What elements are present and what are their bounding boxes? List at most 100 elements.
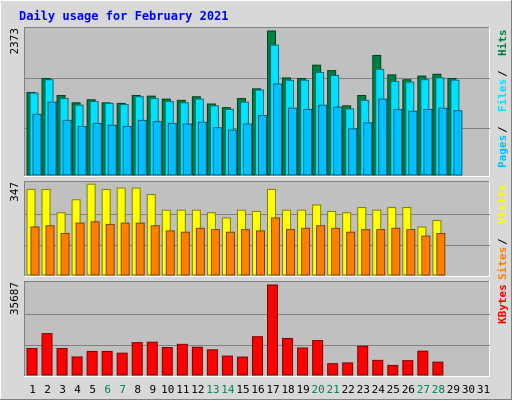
legend-entry: Files: [496, 79, 509, 112]
legend-entry: Pages: [496, 135, 509, 168]
bar-kbytes-day-17: [267, 284, 279, 376]
bar-sites-day-1: [30, 226, 40, 276]
legend-hits-files-pages: Pages / Files / Hits: [496, 30, 509, 169]
x-tick-label-day-10: 10: [161, 383, 174, 396]
bar-sites-day-13: [210, 229, 220, 276]
bar-pages-day-28: [438, 107, 448, 176]
legend-separator: /: [496, 70, 509, 77]
bar-pages-day-21: [333, 106, 343, 176]
bar-sites-day-26: [406, 229, 416, 276]
bar-sites-day-11: [180, 231, 190, 276]
chart-title: Daily usage for February 2021: [19, 9, 229, 23]
x-tick-label-day-7: 7: [119, 383, 126, 396]
x-tick-label-day-13: 13: [206, 383, 219, 396]
bar-kbytes-day-8: [131, 342, 143, 376]
bar-pages-day-16: [257, 115, 267, 176]
bar-pages-day-26: [408, 110, 418, 176]
bar-sites-day-6: [105, 223, 115, 276]
bar-kbytes-day-18: [282, 337, 294, 376]
x-tick-label-day-28: 28: [432, 383, 445, 396]
bar-sites-day-18: [286, 229, 296, 276]
x-tick-label-day-20: 20: [312, 383, 325, 396]
bar-pages-day-25: [393, 108, 403, 176]
x-tick-label-day-31: 31: [477, 383, 490, 396]
x-tick-label-day-9: 9: [149, 383, 156, 396]
bar-sites-day-5: [90, 221, 100, 276]
legend-entry: KBytes: [496, 284, 509, 324]
bar-sites-day-21: [331, 227, 341, 276]
bar-sites-day-8: [135, 222, 145, 276]
legend-entry: Sites: [496, 247, 509, 280]
x-tick-label-day-6: 6: [104, 383, 111, 396]
bar-kbytes-day-26: [402, 360, 414, 376]
bar-pages-day-27: [423, 108, 433, 176]
bar-sites-day-25: [391, 227, 401, 276]
x-tick-label-day-15: 15: [236, 383, 249, 396]
x-tick-label-day-11: 11: [176, 383, 189, 396]
bar-kbytes-day-28: [432, 361, 444, 376]
bar-kbytes-day-10: [161, 347, 173, 376]
bar-sites-day-27: [421, 235, 431, 276]
bar-pages-day-17: [273, 83, 283, 176]
bars-sites-visits: [26, 183, 446, 276]
bar-kbytes-day-6: [101, 350, 113, 376]
legend-entry: Visits: [496, 184, 509, 224]
bar-sites-day-20: [316, 225, 326, 276]
x-tick-label-day-22: 22: [342, 383, 355, 396]
legend-separator: /: [496, 126, 509, 133]
bar-sites-day-16: [255, 230, 265, 276]
bar-sites-day-3: [60, 233, 70, 276]
bar-sites-day-15: [240, 229, 250, 276]
bar-kbytes-day-24: [372, 359, 384, 376]
bar-sites-day-23: [361, 229, 371, 276]
bar-kbytes-day-22: [342, 362, 354, 376]
bar-kbytes-day-16: [251, 336, 263, 376]
bar-sites-day-9: [150, 225, 160, 276]
bar-pages-day-4: [77, 125, 87, 176]
x-axis-day-labels: 1 2 3 4 5 6 7 8 9 10 11 12 13 14 15 16 17 18 19 20 21 22 23 24 2…: [29, 383, 490, 396]
x-tick-label-day-25: 25: [387, 383, 400, 396]
legend-separator: /: [496, 238, 509, 245]
x-tick-label-day-17: 17: [266, 383, 279, 396]
panel-sites-visits: 347 Sites / Visits: [8, 181, 509, 280]
y-axis-max-label: 347: [8, 182, 21, 202]
bar-sites-day-19: [301, 227, 311, 276]
bar-kbytes-day-11: [176, 343, 188, 376]
bars-hits-files-pages: [26, 30, 463, 176]
bar-sites-day-28: [436, 233, 446, 276]
legend-sites-visits: Sites / Visits: [496, 184, 509, 280]
legend-entry: Hits: [496, 30, 509, 57]
bar-kbytes-day-25: [387, 364, 399, 376]
x-tick-label-day-27: 27: [417, 383, 430, 396]
bar-kbytes-day-23: [357, 345, 369, 376]
bar-sites-day-7: [120, 222, 130, 276]
x-tick-label-day-14: 14: [221, 383, 235, 396]
x-tick-label-day-30: 30: [462, 383, 475, 396]
chart-panels: 2373 Pages / Files / Hits 347 Sites / Visit…: [8, 27, 509, 377]
x-tick-label-day-12: 12: [191, 383, 204, 396]
panel-kbytes: 35687 KBytes: [8, 281, 509, 377]
x-tick-label-day-21: 21: [327, 383, 340, 396]
bar-sites-day-24: [376, 229, 386, 276]
x-tick-label-day-5: 5: [89, 383, 96, 396]
bar-sites-day-4: [75, 222, 85, 276]
x-tick-label-day-29: 29: [447, 383, 460, 396]
bar-kbytes-day-9: [146, 341, 158, 376]
x-tick-label-day-16: 16: [251, 383, 264, 396]
bar-sites-day-17: [271, 217, 281, 276]
x-tick-label-day-8: 8: [134, 383, 141, 396]
bar-pages-day-12: [197, 121, 207, 176]
bar-kbytes-day-21: [327, 363, 339, 376]
bar-kbytes-day-4: [71, 356, 83, 376]
x-tick-label-day-4: 4: [74, 383, 81, 396]
bar-pages-day-23: [363, 122, 373, 176]
x-tick-label-day-1: 1: [29, 383, 36, 396]
bar-pages-day-11: [182, 123, 192, 176]
x-tick-label-day-24: 24: [372, 383, 386, 396]
bar-pages-day-2: [47, 101, 57, 176]
bar-pages-day-10: [167, 122, 177, 176]
bars-kbytes: [26, 284, 444, 376]
bar-pages-day-19: [303, 108, 313, 176]
x-tick-label-day-23: 23: [357, 383, 370, 396]
